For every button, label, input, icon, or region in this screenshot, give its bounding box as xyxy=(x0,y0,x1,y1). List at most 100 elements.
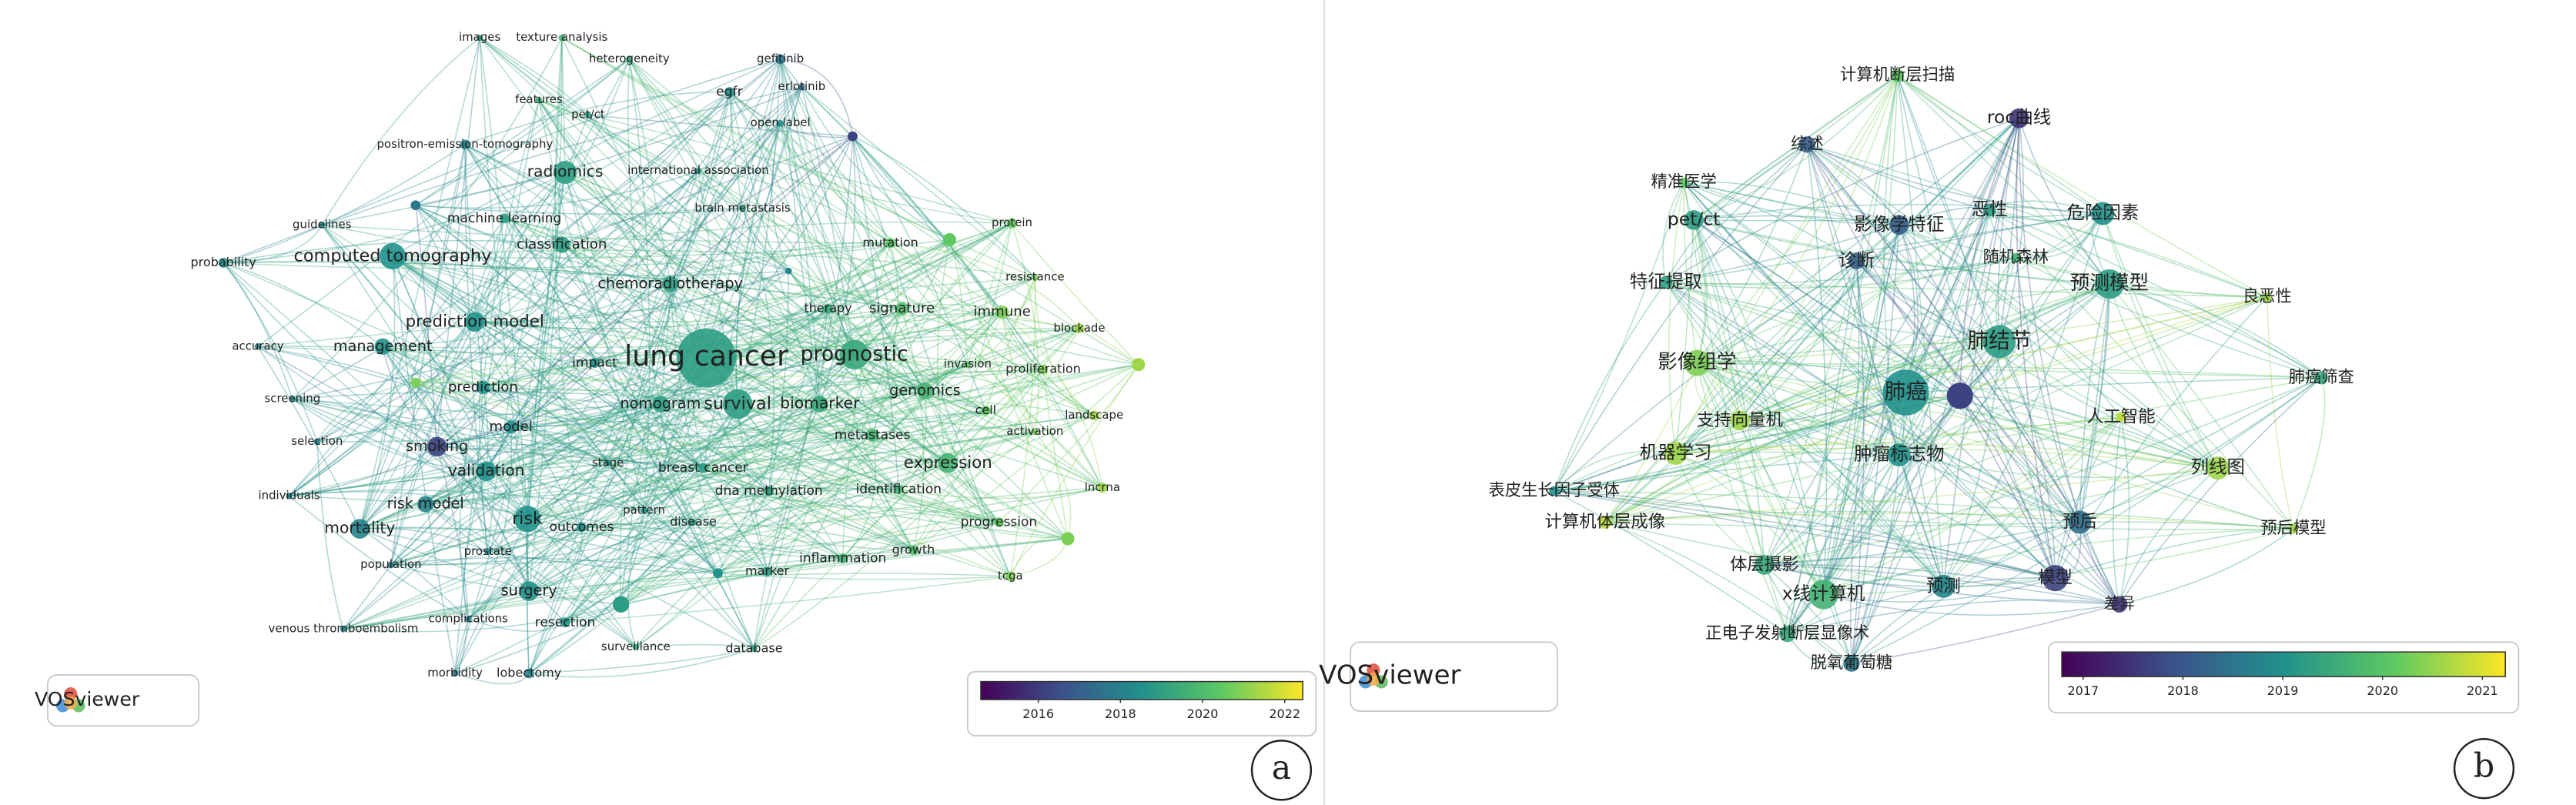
edge xyxy=(289,91,731,497)
edge xyxy=(503,91,730,219)
edge xyxy=(660,284,671,405)
edge xyxy=(538,99,708,359)
edge xyxy=(510,86,803,428)
edge xyxy=(474,58,631,322)
edge xyxy=(1899,296,2268,456)
edge xyxy=(1683,182,2056,579)
edge xyxy=(1739,419,2120,605)
edge xyxy=(660,403,719,574)
edge xyxy=(474,311,1002,323)
edge xyxy=(503,218,707,359)
edge xyxy=(1002,311,1103,488)
edges xyxy=(222,37,2326,685)
edge xyxy=(967,364,1103,489)
edge xyxy=(483,386,661,405)
edge xyxy=(635,434,873,648)
edge xyxy=(1011,222,1039,433)
edge xyxy=(753,403,821,650)
node-label: prostate xyxy=(464,544,512,558)
edge xyxy=(1764,556,2056,579)
colorbar-tick-label: 2021 xyxy=(2467,683,2498,698)
edge xyxy=(1693,219,1961,396)
edge xyxy=(1905,118,2020,393)
node xyxy=(839,339,869,370)
edge xyxy=(538,99,915,551)
edge xyxy=(392,58,781,257)
edge xyxy=(527,308,902,519)
node-label: accuracy xyxy=(232,339,283,352)
edge xyxy=(2267,297,2294,529)
node xyxy=(577,522,587,533)
edge xyxy=(1009,364,1139,577)
node xyxy=(677,328,736,388)
node xyxy=(785,267,792,275)
edge xyxy=(1822,257,2017,595)
edge xyxy=(529,648,754,678)
edge xyxy=(842,463,948,559)
edge xyxy=(1693,75,1899,221)
edge xyxy=(479,218,505,553)
edge xyxy=(289,491,528,520)
panel-letter: b xyxy=(2474,747,2494,786)
edge xyxy=(1739,419,1899,456)
edge xyxy=(1851,603,2119,664)
edge xyxy=(464,144,948,464)
edge xyxy=(436,446,469,620)
edge xyxy=(621,490,770,606)
edge xyxy=(343,538,1069,630)
edge xyxy=(1697,362,2322,379)
edge xyxy=(528,357,708,592)
node-label: biomarker xyxy=(780,393,860,412)
edge xyxy=(1806,144,1945,587)
node-label: morbidity xyxy=(427,666,483,680)
node-label: erlotinib xyxy=(778,79,826,93)
node xyxy=(775,54,786,65)
edge xyxy=(289,86,802,497)
edge xyxy=(392,256,704,469)
edge xyxy=(1899,209,1990,456)
edge xyxy=(479,38,528,519)
edge xyxy=(2079,284,2110,523)
node xyxy=(476,381,490,395)
edge xyxy=(564,172,1069,539)
edge xyxy=(1822,225,1900,595)
edge xyxy=(222,86,802,264)
edge xyxy=(660,403,999,523)
edge xyxy=(425,466,704,505)
edge xyxy=(779,122,855,356)
edge xyxy=(1739,341,2000,422)
edge xyxy=(1989,209,2322,379)
edge xyxy=(1764,467,2218,566)
edge xyxy=(415,382,844,559)
edge xyxy=(1665,212,2103,283)
node xyxy=(1798,136,1815,153)
node xyxy=(1678,177,1689,188)
edge xyxy=(912,369,1044,551)
edge xyxy=(359,58,631,529)
node xyxy=(811,396,828,413)
edge xyxy=(289,458,948,497)
edge xyxy=(702,308,903,469)
edge xyxy=(360,357,707,529)
edge xyxy=(415,205,707,359)
edge xyxy=(437,415,1095,451)
edge xyxy=(464,91,730,145)
edge xyxy=(1675,453,2056,579)
edge xyxy=(527,38,563,519)
node-label: therapy xyxy=(804,301,851,316)
edge xyxy=(947,328,1080,464)
node-label: 特征提取 xyxy=(1630,271,1702,292)
edge xyxy=(1675,341,2000,454)
edge xyxy=(510,426,704,469)
node xyxy=(938,453,958,473)
edge xyxy=(737,403,948,464)
edge xyxy=(2054,416,2122,579)
node-label: 肺结节 xyxy=(1967,328,2031,353)
edge xyxy=(693,505,999,523)
edge xyxy=(454,518,528,674)
edge xyxy=(483,362,595,394)
edge xyxy=(392,256,899,490)
edge xyxy=(788,270,1000,523)
edge xyxy=(415,205,914,551)
edge xyxy=(741,208,774,492)
